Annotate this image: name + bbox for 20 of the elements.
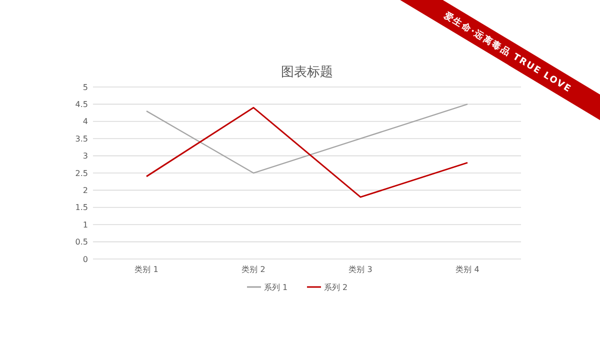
- x-tick-label: 类别 3: [348, 265, 372, 274]
- x-tick-label: 类别 4: [456, 265, 480, 274]
- legend-label: 系列 2: [324, 282, 348, 292]
- y-tick-label: 0: [82, 254, 88, 264]
- y-tick-label: 1.5: [75, 203, 88, 212]
- y-tick-label: 2: [82, 186, 88, 195]
- y-tick-label: 4: [82, 117, 88, 126]
- x-tick-label: 类别 2: [242, 265, 266, 274]
- y-tick-label: 5: [82, 82, 88, 92]
- y-tick-label: 4.5: [75, 100, 88, 109]
- y-tick-label: 0.5: [75, 238, 88, 247]
- y-tick-label: 3: [82, 152, 88, 161]
- y-tick-label: 2.5: [75, 168, 88, 178]
- line-series: [146, 104, 468, 174]
- y-tick-label: 3.5: [75, 134, 88, 144]
- line-series: [146, 106, 468, 198]
- chart-title: 图表标题: [281, 65, 333, 80]
- y-tick-label: 1: [82, 220, 88, 230]
- legend-label: 系列 1: [264, 282, 288, 292]
- x-tick-label: 类别 1: [134, 265, 158, 274]
